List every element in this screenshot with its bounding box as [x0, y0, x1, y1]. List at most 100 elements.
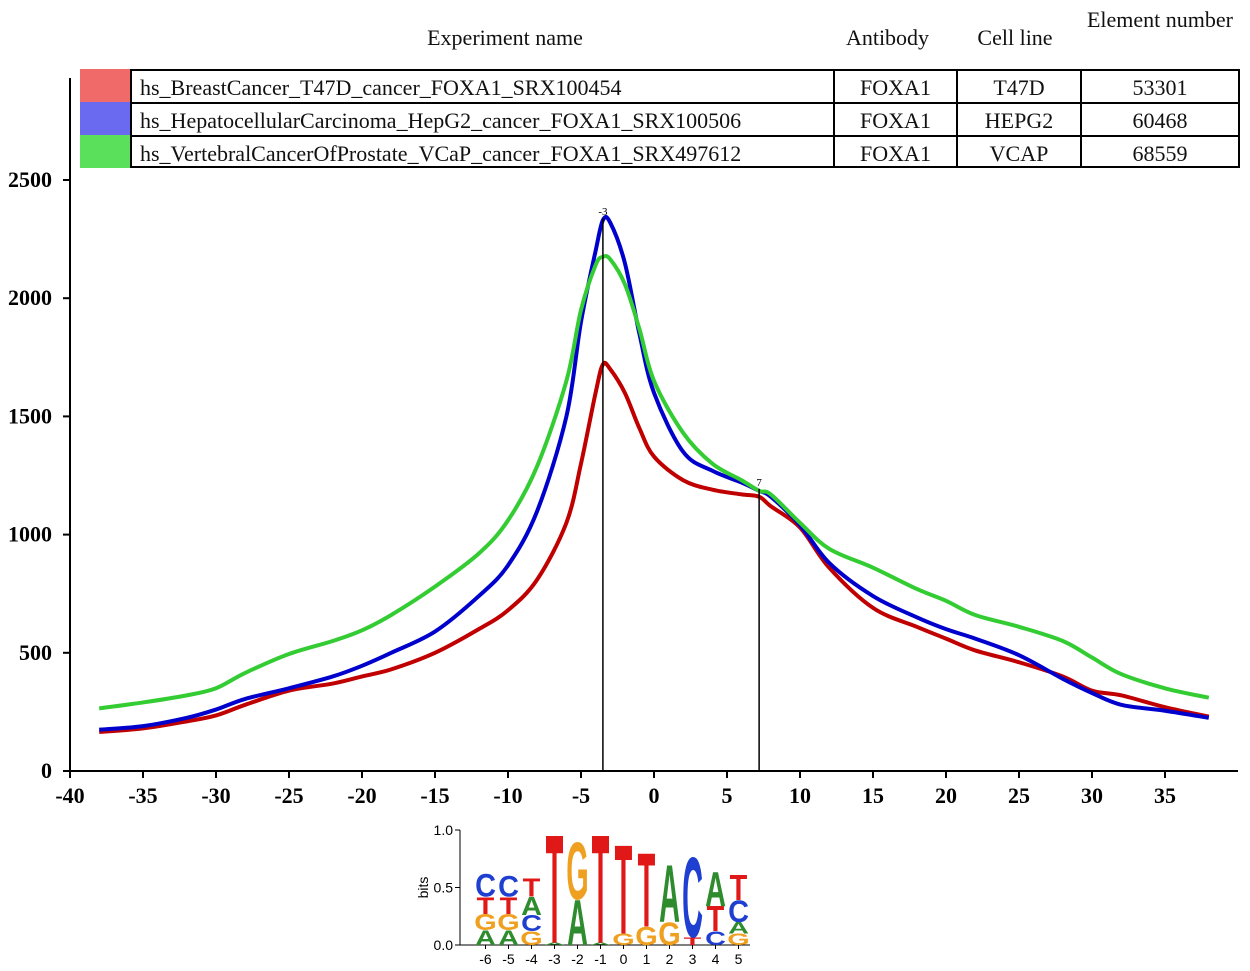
x-tick-label: -5	[572, 783, 590, 808]
logo-letter-t: T	[477, 892, 495, 919]
y-tick-label: 500	[19, 640, 52, 665]
legend-swatch	[80, 135, 130, 168]
logo-letter-a: A	[567, 886, 588, 960]
logo-letter-t: T	[523, 873, 541, 902]
y-tick-label: 0	[41, 758, 52, 783]
marker-label: 7	[756, 477, 762, 489]
element-number-cell: 53301	[1080, 69, 1240, 102]
logo-letter-g: G	[612, 930, 634, 948]
header-experiment-name: Experiment name	[427, 25, 583, 50]
series-line	[98, 253, 1210, 711]
x-tick-label: -20	[347, 783, 376, 808]
logo-letter-t: T	[615, 818, 633, 961]
legend-swatch	[80, 69, 130, 102]
series-line	[99, 214, 1210, 732]
logo-position-label: -1	[594, 951, 607, 967]
y-tick-label: 2500	[8, 167, 52, 192]
logo-letter-t: T	[730, 868, 748, 908]
logo-position-label: 4	[712, 951, 720, 967]
logo-letter-t: T	[684, 935, 702, 948]
y-tick-label: 1000	[8, 522, 52, 547]
logo-letter-a: A	[521, 891, 542, 920]
logo-position-label: -6	[479, 951, 492, 967]
logo-y-tick-label: 0.5	[434, 880, 454, 896]
logo-position-label: 2	[666, 951, 674, 967]
logo-position-label: -3	[548, 951, 561, 967]
logo-position-label: -5	[502, 951, 515, 967]
header-element-number: Element number	[1086, 7, 1233, 32]
antibody-cell: FOXA1	[833, 135, 956, 168]
logo-position-label: 1	[643, 951, 651, 967]
logo-letter-a: A	[544, 942, 565, 946]
logo-position-label: 3	[689, 951, 697, 967]
series-line	[99, 360, 1210, 734]
logo-letter-c: C	[475, 867, 496, 904]
logo-letter-c: C	[521, 910, 542, 936]
x-tick-label: -30	[201, 783, 230, 808]
logo-letter-c: C	[682, 834, 703, 962]
logo-letter-a: A	[498, 927, 519, 950]
logo-position-label: 5	[735, 951, 743, 967]
logo-letter-c: C	[705, 928, 726, 949]
cell-line-cell: T47D	[956, 69, 1080, 102]
logo-letter-a: A	[475, 927, 496, 950]
x-tick-label: 10	[789, 783, 811, 808]
legend-swatch	[80, 102, 130, 135]
logo-letter-a: A	[590, 942, 611, 946]
logo-letter-a: A	[659, 849, 680, 940]
logo-letter-g: G	[566, 826, 588, 917]
x-tick-label: -15	[420, 783, 449, 808]
logo-position-label: 0	[620, 951, 628, 967]
experiment-name-cell: hs_BreastCancer_T47D_cancer_FOXA1_SRX100…	[130, 69, 833, 102]
legend-row: hs_HepatocellularCarcinoma_HepG2_cancer_…	[80, 102, 1250, 135]
logo-position-label: -2	[571, 951, 584, 967]
x-tick-label: 15	[862, 783, 884, 808]
experiment-name-cell: hs_HepatocellularCarcinoma_HepG2_cancer_…	[130, 102, 833, 135]
x-tick-label: 35	[1154, 783, 1176, 808]
logo-letter-a: A	[728, 919, 749, 937]
logo-letter-g: G	[727, 930, 749, 948]
logo-position-label: -4	[525, 951, 538, 967]
logo-letter-t: T	[546, 815, 564, 967]
logo-letter-g: G	[520, 928, 542, 949]
x-tick-label: 30	[1081, 783, 1103, 808]
element-number-cell: 68559	[1080, 135, 1240, 168]
logo-letter-t: T	[707, 899, 725, 939]
logo-letter-c: C	[728, 895, 749, 929]
y-tick-label: 1500	[8, 403, 52, 428]
cell-line-cell: HEPG2	[956, 102, 1080, 135]
antibody-cell: FOXA1	[833, 69, 956, 102]
logo-y-axis-label: bits	[415, 877, 431, 899]
x-tick-label: -10	[493, 783, 522, 808]
x-tick-label: 25	[1008, 783, 1030, 808]
logo-letter-a: A	[705, 862, 726, 917]
logo-letter-t: T	[592, 815, 610, 967]
logo-letter-t: T	[500, 892, 518, 919]
x-tick-label: 5	[722, 783, 733, 808]
antibody-cell: FOXA1	[833, 102, 956, 135]
logo-letter-g: G	[635, 921, 657, 950]
legend-row: hs_VertebralCancerOfProstate_VCaP_cancer…	[80, 135, 1250, 168]
header-cell-line: Cell line	[977, 25, 1053, 50]
legend-row: hs_BreastCancer_T47D_cancer_FOXA1_SRX100…	[80, 69, 1250, 102]
x-tick-label: -25	[274, 783, 303, 808]
logo-letter-g: G	[497, 909, 519, 935]
line-chart: -40 -35 -30 -25 -20 -15 -10 -5 0 5 10 15 20 25 30 35 0 50…	[8, 78, 1238, 808]
logo-letter-g: G	[658, 915, 680, 952]
logo-letter-t: T	[638, 832, 656, 949]
cell-line-cell: VCAP	[956, 135, 1080, 168]
logo-letter-c: C	[498, 871, 519, 903]
x-tick-label: -40	[55, 783, 84, 808]
element-number-cell: 60468	[1080, 102, 1240, 135]
x-tick-label: 20	[935, 783, 957, 808]
logo-y-tick-label: 0.0	[434, 937, 454, 953]
experiment-name-cell: hs_VertebralCancerOfProstate_VCaP_cancer…	[130, 135, 833, 168]
x-tick-label: -35	[128, 783, 157, 808]
logo-letter-g: G	[474, 909, 496, 935]
logo-y-tick-label: 1.0	[434, 822, 454, 838]
x-tick-label: 0	[649, 783, 660, 808]
header-antibody: Antibody	[845, 25, 930, 50]
y-tick-label: 2000	[8, 285, 52, 310]
legend-table: Experiment name Antibody Cell line Eleme…	[80, 0, 1250, 170]
